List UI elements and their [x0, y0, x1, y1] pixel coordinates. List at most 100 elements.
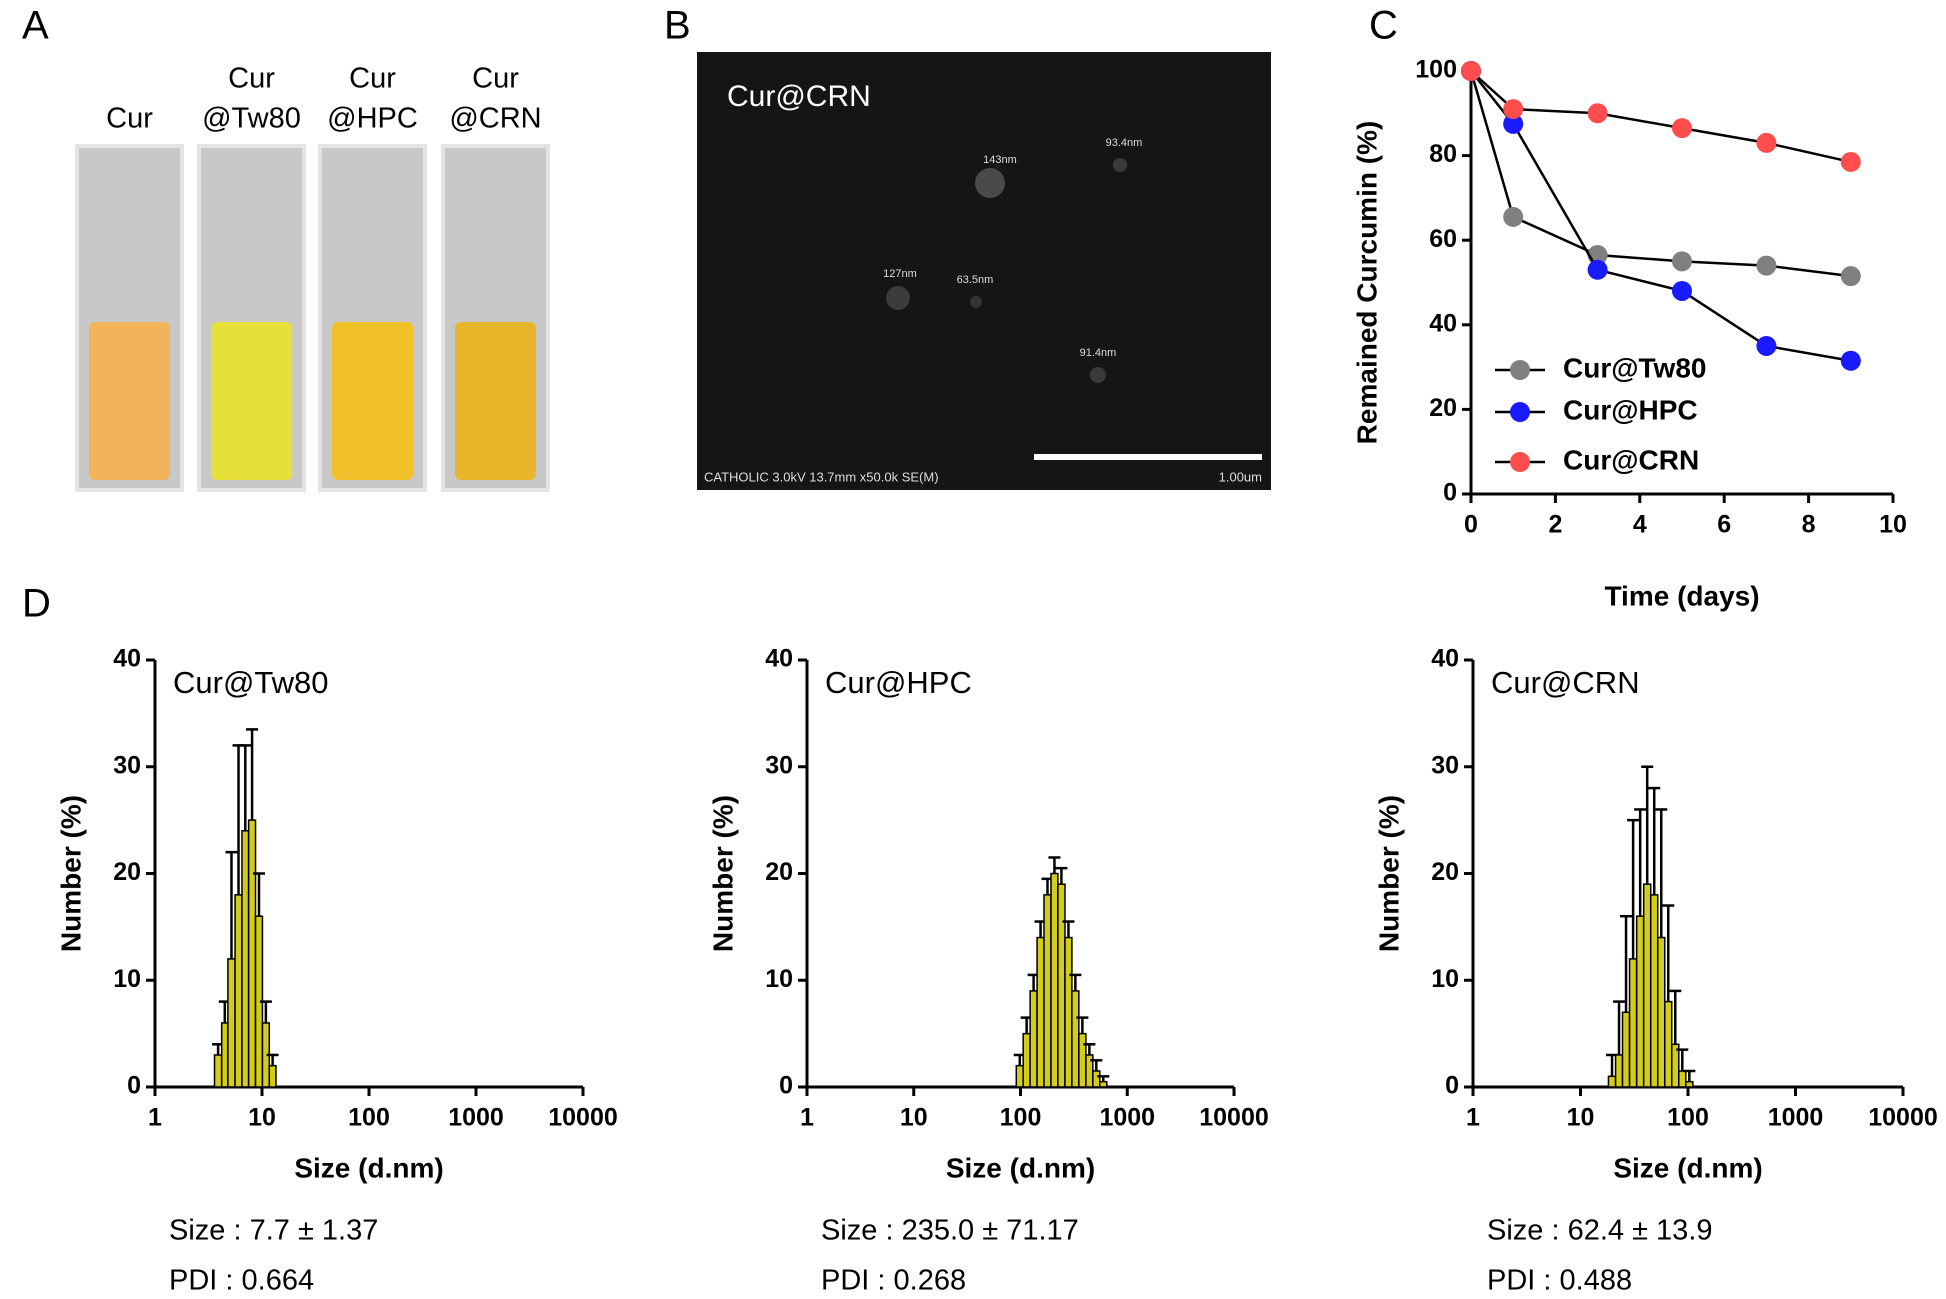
y-tick-label: 20 [765, 858, 793, 886]
y-tick-label: 0 [1445, 1072, 1459, 1100]
annotation: Size : 235.0 ± 71.17 [821, 1215, 1079, 1247]
panel-label: C [1369, 4, 1398, 48]
y-axis-title: Number (%) [55, 795, 86, 952]
bar [227, 958, 236, 1088]
bar [1685, 1080, 1694, 1088]
particle [1090, 367, 1106, 383]
bar [1649, 894, 1659, 1088]
bar [1664, 1000, 1673, 1088]
bar [234, 894, 243, 1088]
bar [247, 819, 257, 1088]
bar [1071, 990, 1080, 1088]
legend-marker [1510, 452, 1530, 472]
bar [1628, 958, 1638, 1088]
sem-image [697, 52, 1271, 490]
measurement: 93.4nm [1106, 137, 1143, 149]
data-point [1461, 61, 1481, 81]
y-tick-label: 60 [1429, 225, 1457, 253]
annotation: PDI : 0.488 [1487, 1265, 1632, 1297]
y-tick-label: 40 [765, 645, 793, 673]
panel-label: B [664, 4, 691, 48]
x-axis-title: Time (days) [1604, 580, 1759, 611]
data-point [1756, 132, 1777, 153]
x-tick-label: 100 [1667, 1104, 1709, 1132]
data-point [1672, 118, 1692, 139]
x-tick-label: 100 [348, 1104, 390, 1132]
y-tick-label: 10 [765, 965, 793, 993]
x-tick-label: 10 [1567, 1104, 1595, 1132]
data-point [1840, 266, 1861, 287]
plot-title: Cur@HPC [825, 665, 972, 700]
cuvette-liquid [211, 322, 292, 480]
annotation: PDI : 0.268 [821, 1265, 966, 1297]
y-tick-label: 30 [113, 751, 141, 779]
data-point [1503, 99, 1524, 120]
bar [1015, 1064, 1024, 1088]
particle [970, 296, 982, 308]
particle [975, 168, 1005, 198]
legend-label: Cur@CRN [1563, 444, 1699, 475]
bar [1022, 1032, 1031, 1088]
sample-label: Cur [228, 63, 275, 95]
annotation: PDI : 0.664 [169, 1265, 314, 1297]
bar [1050, 872, 1059, 1088]
x-tick-label: 10000 [548, 1104, 618, 1132]
data-point [1672, 251, 1692, 272]
bar [1064, 936, 1073, 1088]
annotation: Size : 62.4 ± 13.9 [1487, 1215, 1713, 1247]
cuvette-liquid [89, 322, 170, 480]
bar [1078, 1032, 1087, 1088]
legend-label: Cur@HPC [1563, 394, 1698, 425]
sample-label: @Tw80 [202, 103, 301, 135]
sem-title: Cur@CRN [727, 80, 871, 113]
y-tick-label: 20 [1431, 858, 1459, 886]
sample-label: Cur [349, 63, 396, 95]
sample-label: @CRN [449, 103, 541, 135]
panel-label: D [22, 582, 51, 626]
data-point [1756, 255, 1777, 276]
x-tick-label: 4 [1633, 511, 1647, 539]
bar [1043, 894, 1052, 1088]
x-axis-title: Size (d.nm) [1613, 1152, 1762, 1183]
x-tick-label: 10000 [1199, 1104, 1269, 1132]
x-tick-label: 1 [148, 1104, 162, 1132]
x-tick-label: 6 [1717, 511, 1731, 539]
data-point [1587, 103, 1608, 124]
particle [1113, 158, 1127, 172]
series-line [1470, 70, 1852, 362]
x-tick-label: 8 [1802, 511, 1816, 539]
bar [1621, 1011, 1631, 1088]
measurement: 91.4nm [1080, 347, 1117, 359]
x-tick-label: 10 [1879, 511, 1907, 539]
y-tick-label: 40 [1431, 645, 1459, 673]
y-tick-label: 30 [765, 751, 793, 779]
bar [1029, 990, 1038, 1088]
bar [1642, 883, 1652, 1088]
annotation: Size : 7.7 ± 1.37 [169, 1215, 378, 1247]
particle [886, 286, 910, 310]
cuvette-liquid [455, 322, 536, 480]
x-tick-label: 1000 [448, 1104, 504, 1132]
bar [1607, 1075, 1617, 1088]
bar [1036, 936, 1045, 1088]
y-tick-label: 0 [1443, 479, 1457, 507]
x-tick-label: 10 [900, 1104, 928, 1132]
x-axis-title: Size (d.nm) [946, 1152, 1095, 1183]
sem-footer: CATHOLIC 3.0kV 13.7mm x50.0k SE(M) [704, 469, 939, 484]
y-axis-title: Remained Curcumin (%) [1351, 121, 1382, 445]
bar [241, 830, 250, 1088]
bar [1670, 1043, 1680, 1088]
bar [220, 1022, 229, 1088]
bar [1614, 1054, 1624, 1088]
y-tick-label: 100 [1415, 56, 1457, 84]
x-tick-label: 1 [1466, 1104, 1480, 1132]
bar [1057, 883, 1066, 1088]
x-tick-label: 10 [248, 1104, 276, 1132]
data-point [1840, 350, 1861, 371]
x-tick-label: 10000 [1868, 1104, 1938, 1132]
measurement: 63.5nm [957, 274, 994, 286]
data-point [1503, 206, 1524, 227]
data-point [1840, 151, 1861, 172]
x-tick-label: 1000 [1768, 1104, 1824, 1132]
